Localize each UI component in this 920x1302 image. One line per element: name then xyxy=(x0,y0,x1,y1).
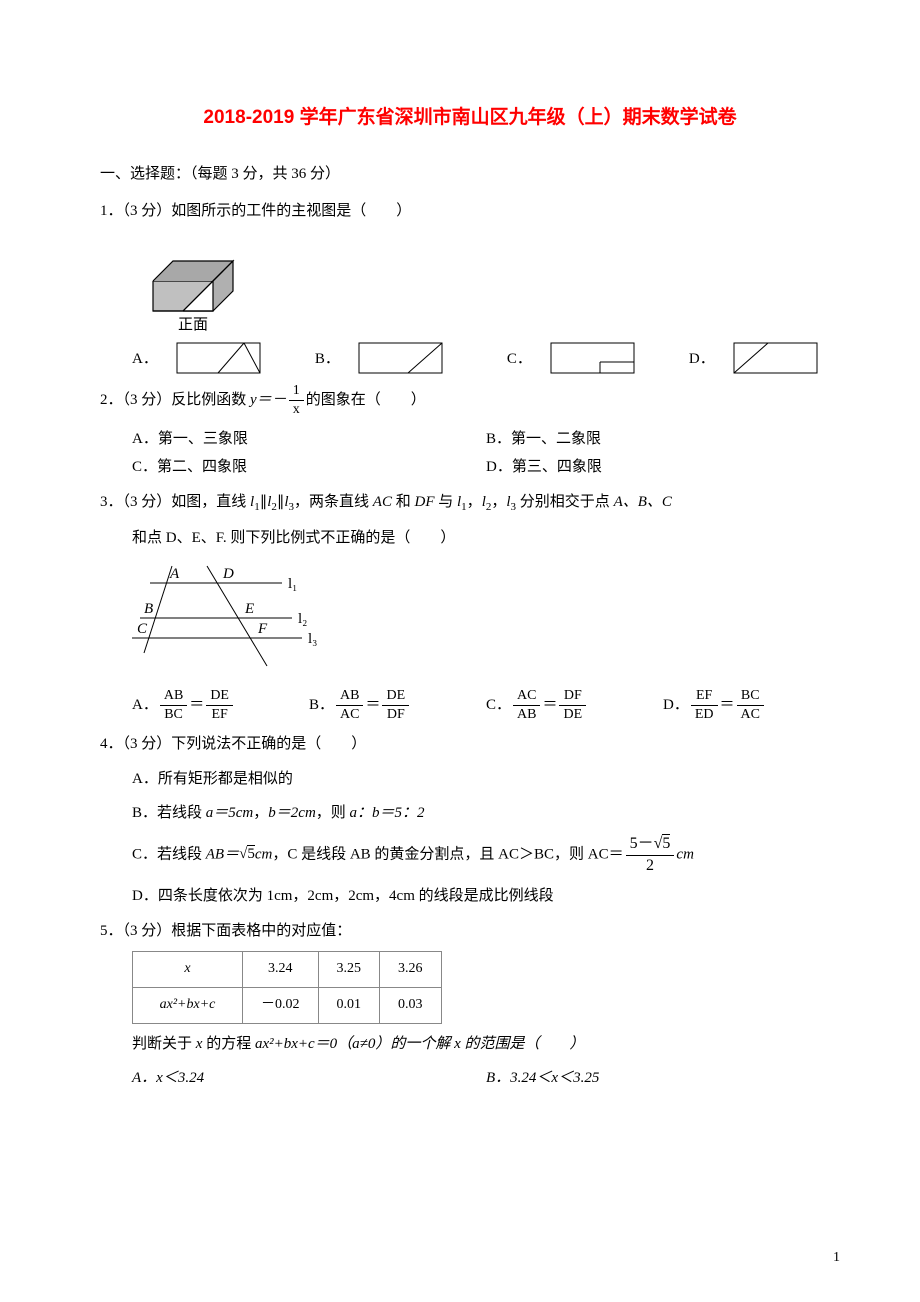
question-3: 3．（3 分）如图，直线 l1∥l2∥l3，两条直线 AC 和 DF 与 l1，… xyxy=(100,488,840,724)
q3b-label: B． xyxy=(309,697,334,713)
svg-text:E: E xyxy=(244,601,254,617)
q5-r2c1: ax²+bx+c xyxy=(160,997,216,1012)
q5-judge: 判断关于 x 的方程 ax²+bx+c＝0（a≠0）的一个解 x 的范围是（ ） xyxy=(100,1030,840,1059)
q5-r2c4: 0.03 xyxy=(380,987,442,1023)
q3-ac: AC xyxy=(373,494,392,510)
q3-abc: A、B、C xyxy=(614,494,672,510)
q5-r1c2: 3.24 xyxy=(243,952,319,988)
q5-r1c1: x xyxy=(184,961,190,976)
q5-r2c3: 0.01 xyxy=(318,987,380,1023)
q1-options-row: A． B． C． D． xyxy=(100,342,840,374)
svg-text:l₂: l₂ xyxy=(298,611,307,627)
q1-opt-b-label: B． xyxy=(315,345,340,374)
q5-opt-b: B．3.24＜x＜3.25 xyxy=(486,1064,840,1093)
q3a-label: A． xyxy=(132,697,158,713)
svg-text:F: F xyxy=(257,621,268,637)
q3c-label: C． xyxy=(486,697,511,713)
q3-def: 和点 D、E、F. xyxy=(132,530,227,546)
q3-p3: 分别相交于点 xyxy=(516,494,614,510)
q2-frac-num: 1 xyxy=(289,382,304,401)
q3-stem2: 和点 D、E、F. 则下列比例式不正确的是（ ） xyxy=(100,524,840,553)
q4-opt-d: D．四条长度依次为 1cm，2cm，2cm，4cm 的线段是成比例线段 xyxy=(100,882,840,911)
q1-opt-a-img xyxy=(176,342,261,374)
q5-stem: 5．（3 分）根据下面表格中的对应值： xyxy=(100,917,840,946)
q2-stem: 2．（3 分）反比例函数 y＝－1x的图象在（ ） xyxy=(100,382,840,419)
q2-opt-b: B．第一、二象限 xyxy=(486,425,840,454)
q3-and: 和 xyxy=(392,494,415,510)
svg-text:A: A xyxy=(169,566,180,582)
q4-stem: 4．（3 分）下列说法不正确的是（ ） xyxy=(100,730,840,759)
question-2: 2．（3 分）反比例函数 y＝－1x的图象在（ ） A．第一、三象限 B．第一、… xyxy=(100,382,840,482)
page-number: 1 xyxy=(833,1245,840,1272)
svg-text:C: C xyxy=(137,621,148,637)
q5-r1c4: 3.26 xyxy=(380,952,442,988)
question-1: 1．（3 分）如图所示的工件的主视图是（ ） 正面 A． B xyxy=(100,197,840,374)
question-4: 4．（3 分）下列说法不正确的是（ ） A．所有矩形都是相似的 B．若线段 a＝… xyxy=(100,730,840,911)
section-header: 一、选择题：（每题 3 分，共 36 分） xyxy=(100,160,840,189)
q2-frac-den: x xyxy=(289,401,304,419)
q3-p1: 3．（3 分）如图，直线 xyxy=(100,494,250,510)
q1-opt-d-label: D． xyxy=(689,345,715,374)
q1-figure: 正面 xyxy=(100,231,840,342)
q2-frac: 1x xyxy=(289,382,304,419)
front-label: 正面 xyxy=(178,317,208,331)
q2-opt-a: A．第一、三象限 xyxy=(132,425,486,454)
q1-stem: 1．（3 分）如图所示的工件的主视图是（ ） xyxy=(100,197,840,226)
q3-opt-c: C．ACAB＝DFDE xyxy=(486,687,663,724)
exam-title: 2018-2019 学年广东省深圳市南山区九年级（上）期末数学试卷 xyxy=(100,100,840,136)
q3-opt-a: A．ABBC＝DEEF xyxy=(132,687,309,724)
q3-opt-d: D．EFED＝BCAC xyxy=(663,687,840,724)
q1-opt-a-label: A． xyxy=(132,345,158,374)
q3-stem: 3．（3 分）如图，直线 l1∥l2∥l3，两条直线 AC 和 DF 与 l1，… xyxy=(100,488,840,518)
svg-text:l₁: l₁ xyxy=(288,576,297,592)
q4-opt-b: B．若线段 a＝5cm，b＝2cm，则 a：b＝5：2 xyxy=(100,799,840,828)
q2-suffix: 的图象在（ ） xyxy=(306,392,426,408)
q5-opt-a: A．x＜3.24 xyxy=(132,1064,486,1093)
q2-prefix: 2．（3 分）反比例函数 xyxy=(100,392,250,408)
q1-opt-c-label: C． xyxy=(507,345,532,374)
q3d-label: D． xyxy=(663,697,689,713)
q3-p4: 则下列比例式不正确的是（ ） xyxy=(227,530,456,546)
q4-opt-c: C．若线段 AB＝√5cm，C 是线段 AB 的黄金分割点，且 AC＞BC，则 … xyxy=(100,834,840,877)
q3-df: DF xyxy=(414,494,434,510)
q4-opt-a: A．所有矩形都是相似的 xyxy=(100,765,840,794)
q2-yeq: y＝－ xyxy=(250,392,287,408)
q3-with: 与 xyxy=(434,494,457,510)
q5-table: x 3.24 3.25 3.26 ax²+bx+c －0.02 0.01 0.0… xyxy=(132,951,442,1023)
q2-opt-c: C．第二、四象限 xyxy=(132,453,486,482)
q1-opt-d-img xyxy=(733,342,818,374)
q5-r1c3: 3.25 xyxy=(318,952,380,988)
svg-text:D: D xyxy=(222,566,234,582)
q3-p2: ，两条直线 xyxy=(294,494,373,510)
q2-opt-d: D．第三、四象限 xyxy=(486,453,840,482)
q1-opt-c-img xyxy=(550,342,635,374)
question-5: 5．（3 分）根据下面表格中的对应值： x 3.24 3.25 3.26 ax²… xyxy=(100,917,840,1093)
q1-opt-b-img xyxy=(358,342,443,374)
svg-text:l₃: l₃ xyxy=(308,631,317,647)
q5-r2c2: －0.02 xyxy=(243,987,319,1023)
q3-diagram: A B C D E F l₁ l₂ l₃ xyxy=(100,558,840,687)
svg-text:B: B xyxy=(144,601,153,617)
q3-options: A．ABBC＝DEEF B．ABAC＝DEDF C．ACAB＝DFDE D．EF… xyxy=(100,687,840,724)
q3-opt-b: B．ABAC＝DEDF xyxy=(309,687,486,724)
